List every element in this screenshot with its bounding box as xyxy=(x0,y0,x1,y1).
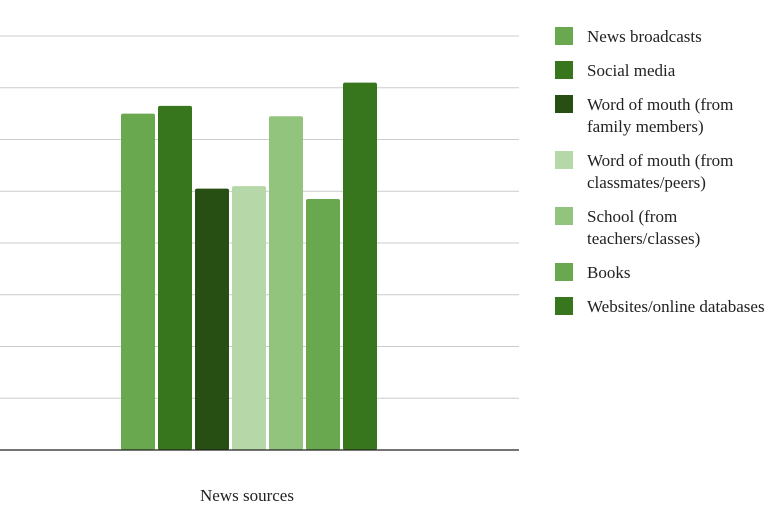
bar-1 xyxy=(121,113,155,450)
legend-label: Social media xyxy=(587,61,676,80)
bar-3 xyxy=(195,188,229,450)
bars xyxy=(121,82,377,451)
legend-label: Word of mouth (from classmates/peers) xyxy=(587,151,734,192)
legend-label: Word of mouth (from family members) xyxy=(587,95,734,136)
legend-swatch xyxy=(555,151,573,169)
legend-item: Word of mouth (from family members) xyxy=(555,94,770,138)
legend-swatch xyxy=(555,27,573,45)
bar-2 xyxy=(158,105,192,451)
bar-5 xyxy=(269,116,303,451)
legend-item: Books xyxy=(555,262,770,284)
x-axis-title: News sources xyxy=(200,486,294,505)
legend-label: School (from teachers/classes) xyxy=(587,207,701,248)
legend-label: News broadcasts xyxy=(587,27,702,46)
bar-7 xyxy=(343,82,377,450)
legend-label: Websites/online databases xyxy=(587,297,765,316)
legend-swatch xyxy=(555,297,573,315)
legend-item: News broadcasts xyxy=(555,26,770,48)
legend-label: Books xyxy=(587,263,631,282)
legend-swatch xyxy=(555,61,573,79)
legend-item: Social media xyxy=(555,60,770,82)
bar-6 xyxy=(306,199,340,450)
legend-item: Websites/online databases xyxy=(555,296,770,318)
legend-swatch xyxy=(555,207,573,225)
bar-4 xyxy=(232,186,266,450)
legend-swatch xyxy=(555,95,573,113)
legend: News broadcasts Social media Word of mouth… xyxy=(555,26,770,330)
legend-swatch xyxy=(555,263,573,281)
legend-item: School (from teachers/classes) xyxy=(555,206,770,250)
legend-item: Word of mouth (from classmates/peers) xyxy=(555,150,770,194)
